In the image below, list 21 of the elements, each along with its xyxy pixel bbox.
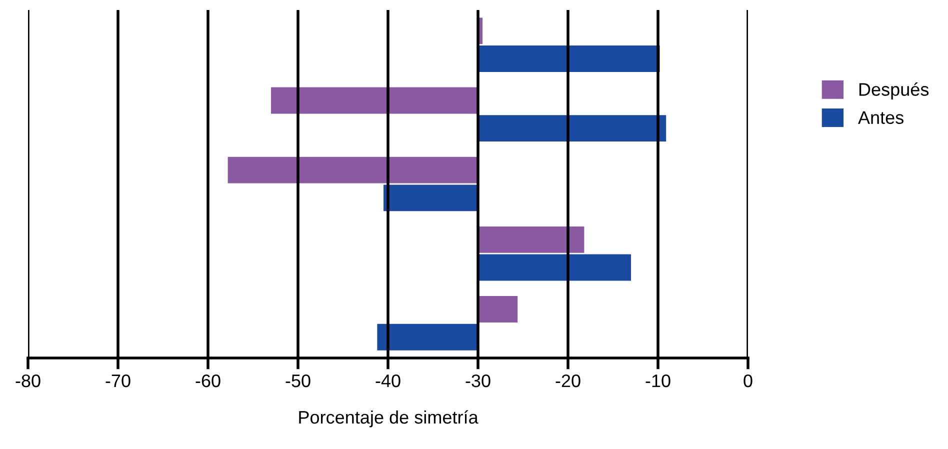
bar [228, 156, 478, 184]
x-tick-label: -40 [376, 374, 400, 388]
x-tick-label: -30 [466, 374, 490, 388]
bar [377, 324, 478, 350]
x-tick-label: -80 [16, 374, 40, 388]
x-tick-label: -50 [286, 374, 310, 388]
bar [478, 226, 584, 253]
x-tick-label: -20 [556, 374, 580, 388]
bar [478, 254, 631, 281]
x-axis-title: Porcentaje de simetría [299, 410, 478, 428]
bar [478, 115, 666, 142]
x-tick-label: 0 [744, 374, 752, 388]
bar [384, 184, 478, 212]
legend-label: Después [859, 82, 929, 100]
x-tick-label: -70 [106, 374, 130, 388]
legend-label: Antes [858, 111, 904, 124]
bar [478, 45, 660, 72]
x-tick-label: -10 [646, 374, 670, 388]
bar [478, 296, 518, 323]
x-tick-label: -60 [196, 374, 220, 388]
bar [271, 87, 478, 114]
